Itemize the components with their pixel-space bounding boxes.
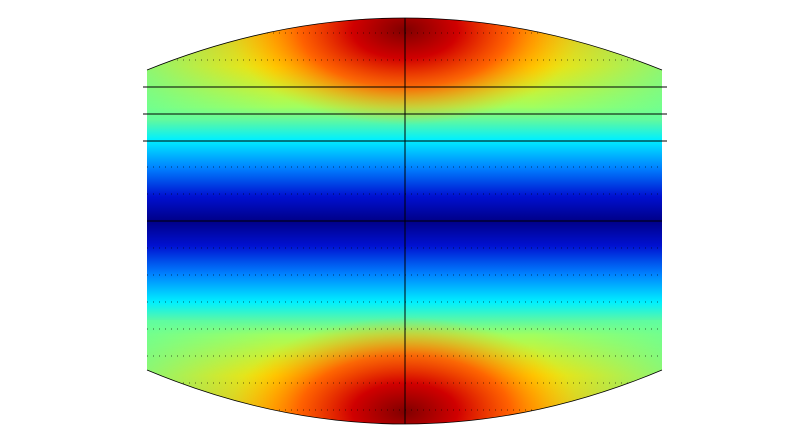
frame xyxy=(146,17,663,425)
graticule xyxy=(143,18,667,424)
